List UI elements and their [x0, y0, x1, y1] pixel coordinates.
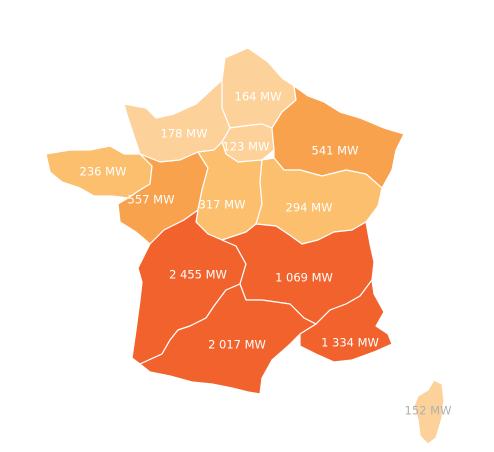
- label-occitanie: 2 017 MW: [208, 338, 266, 352]
- region-occitanie[interactable]: [139, 283, 317, 395]
- label-provence-alpes-cote-dazur: 1 334 MW: [321, 336, 379, 350]
- label-normandie: 178 MW: [161, 127, 208, 141]
- label-ile-de-france: 123 MW: [223, 140, 270, 154]
- label-corse: 152 MW: [405, 404, 452, 418]
- label-pays-de-la-loire: 557 MW: [128, 193, 175, 207]
- label-bourgogne-franche-comte: 294 MW: [286, 201, 333, 215]
- label-nouvelle-aquitaine: 2 455 MW: [169, 268, 227, 282]
- label-bretagne: 236 MW: [80, 165, 127, 179]
- label-centre-val-de-loire: 317 MW: [199, 198, 246, 212]
- region-provence-alpes-cote-dazur[interactable]: [299, 279, 393, 363]
- label-grand-est: 541 MW: [312, 144, 359, 158]
- label-hauts-de-france: 164 MW: [235, 90, 282, 104]
- label-auvergne-rhone-alpes: 1 069 MW: [275, 271, 333, 285]
- region-corse[interactable]: [413, 379, 445, 445]
